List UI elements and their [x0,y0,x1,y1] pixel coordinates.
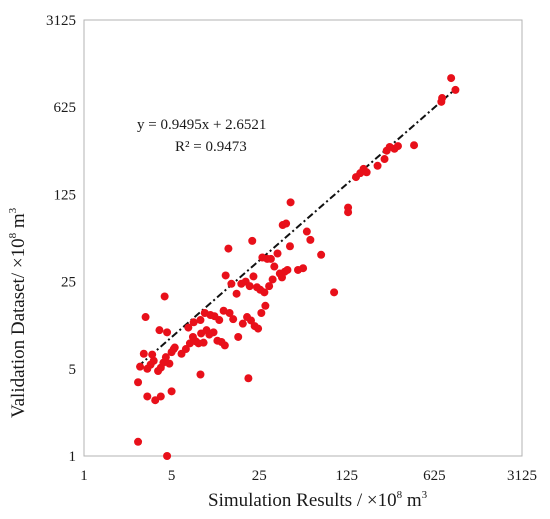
data-point [273,249,282,258]
data-point [238,319,247,328]
data-point [285,242,294,251]
data-point [248,236,257,245]
data-point [225,309,234,318]
data-point [167,387,176,396]
data-point [227,279,236,288]
y-tick-label: 25 [61,275,76,291]
x-axis-title-text: Simulation Results / ×10 [208,490,397,511]
data-point [148,350,157,359]
data-point [299,264,308,273]
data-point [163,452,172,460]
data-point [141,313,150,322]
y-axis-title-unit-superscript: 3 [7,207,19,213]
data-point [283,265,292,274]
data-point [163,328,172,337]
plot-area [83,19,523,457]
data-point [215,316,224,325]
x-tick-label: 625 [423,468,446,484]
y-tick-label: 3125 [46,13,76,29]
data-point [143,392,152,401]
data-point [196,316,205,325]
data-point [362,168,371,177]
data-point [282,219,291,228]
data-point [330,288,339,297]
data-point [266,254,275,263]
data-point [302,227,311,236]
y-axis-title-unit: m [8,213,29,233]
trendline-equation: y = 0.9495x + 2.6521 [137,117,266,133]
data-point [317,250,326,259]
data-point [380,155,389,164]
data-point [139,349,148,358]
data-point [156,392,165,401]
data-point [410,141,419,150]
data-point [257,309,266,318]
x-axis-title-unit-superscript: 3 [422,489,428,501]
x-tick-label: 1 [80,468,88,484]
data-point [165,359,174,368]
data-point [245,282,254,291]
data-point [199,338,208,347]
data-point [181,345,190,354]
data-point [189,318,198,327]
y-tick-label: 1 [69,449,77,465]
data-point [393,142,402,151]
data-point [234,332,243,341]
data-point [438,94,447,103]
data-point [209,328,218,337]
data-point [160,292,169,301]
data-point [221,271,230,280]
data-point [447,74,456,83]
data-point [155,326,164,335]
data-point [134,437,143,446]
x-axis-title: Simulation Results / ×108 m3 [208,489,428,511]
trendline-r-squared: R² = 0.9473 [175,139,247,155]
y-axis-title: Validation Dataset/ ×108 m3 [7,207,29,418]
data-point [306,235,315,244]
data-point [136,362,145,371]
data-point [149,356,158,365]
data-point [261,301,270,310]
data-point [161,353,170,362]
x-axis-title-unit: m [402,490,422,511]
y-tick-label: 125 [54,187,77,203]
data-point [184,323,193,332]
data-point [373,161,382,170]
data-point [196,370,205,379]
data-point [260,288,269,297]
data-point [169,345,178,354]
y-axis-ticks: 1 5 25 125 625 3125 [46,13,76,465]
y-axis-title-superscript: 8 [7,232,19,238]
data-point [451,85,460,94]
data-point [249,272,258,281]
x-tick-label: 5 [168,468,176,484]
data-point [268,275,277,284]
data-point [286,198,295,207]
data-point [229,315,238,324]
x-tick-label: 125 [336,468,359,484]
data-point [224,244,233,253]
data-point [270,262,279,271]
y-tick-label: 625 [54,100,77,116]
data-points [134,74,460,460]
trendline [137,89,455,368]
x-tick-label: 25 [252,468,267,484]
data-point [134,378,143,387]
data-point [244,374,253,383]
data-point [265,282,274,291]
data-point [232,289,241,298]
x-axis-ticks: 1 5 25 125 625 3125 [80,468,537,484]
x-axis-title-superscript: 8 [397,489,403,501]
data-point [344,203,353,212]
y-tick-label: 5 [69,362,77,378]
x-tick-label: 3125 [507,468,537,484]
data-point [220,341,229,350]
y-axis-title-text: Validation Dataset/ ×10 [8,238,29,418]
data-point [254,324,263,333]
